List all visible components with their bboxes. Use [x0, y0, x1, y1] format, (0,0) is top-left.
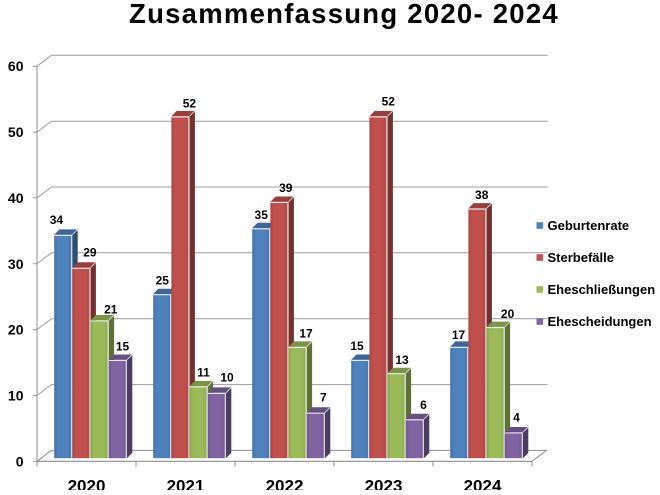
svg-text:17: 17 [299, 326, 313, 340]
svg-text:7: 7 [320, 391, 327, 405]
svg-text:11: 11 [197, 365, 210, 379]
svg-text:Sterbefälle: Sterbefälle [548, 250, 614, 265]
svg-text:Zusammenfassung 2020- 2024: Zusammenfassung 2020- 2024 [129, 0, 559, 29]
svg-text:15: 15 [350, 339, 364, 353]
svg-text:10: 10 [8, 388, 24, 404]
svg-text:52: 52 [183, 96, 197, 110]
svg-text:Ehescheidungen: Ehescheidungen [548, 314, 652, 329]
svg-text:17: 17 [452, 328, 466, 342]
svg-text:39: 39 [279, 181, 293, 195]
svg-text:2023: 2023 [365, 477, 403, 491]
svg-text:38: 38 [475, 188, 489, 202]
svg-text:Eheschließungen: Eheschließungen [548, 282, 656, 297]
svg-text:20: 20 [8, 322, 24, 338]
svg-text:34: 34 [50, 213, 64, 227]
svg-text:20: 20 [501, 307, 515, 321]
svg-text:10: 10 [220, 371, 234, 385]
svg-text:2024: 2024 [464, 477, 502, 491]
svg-text:15: 15 [116, 340, 130, 354]
svg-text:50: 50 [8, 124, 24, 140]
svg-text:52: 52 [382, 95, 396, 109]
svg-text:6: 6 [420, 398, 427, 412]
svg-text:Geburtenrate: Geburtenrate [548, 218, 630, 233]
svg-text:40: 40 [8, 190, 24, 206]
svg-text:60: 60 [8, 58, 24, 74]
svg-text:2020: 2020 [68, 477, 106, 491]
svg-text:30: 30 [8, 256, 24, 272]
svg-text:2022: 2022 [266, 477, 304, 491]
svg-text:4: 4 [513, 411, 520, 425]
svg-text:13: 13 [395, 353, 409, 367]
svg-text:0: 0 [16, 453, 24, 469]
svg-text:35: 35 [255, 208, 269, 222]
svg-text:21: 21 [104, 303, 118, 317]
svg-text:2021: 2021 [167, 477, 205, 491]
svg-text:25: 25 [156, 274, 170, 288]
svg-text:29: 29 [83, 246, 97, 260]
